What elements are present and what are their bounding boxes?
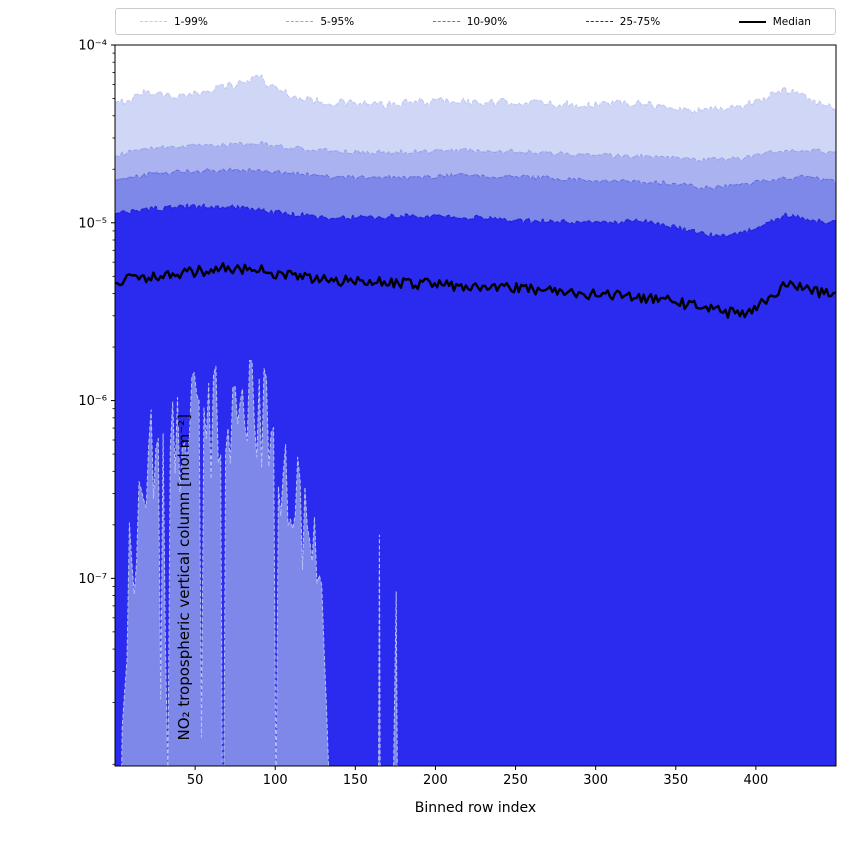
x-tick-label: 150 — [343, 773, 368, 788]
x-tick-label: 200 — [423, 773, 448, 788]
legend-item: 10-90% — [432, 15, 508, 28]
median-line — [115, 262, 836, 319]
legend-item: Median — [738, 15, 811, 28]
axes: 50 100 150 200 250 300 350 400 10⁻⁴ 10⁻⁵ 10⁻⁶ 10⁻⁷ — [78, 39, 837, 788]
legend-line-sample — [585, 21, 613, 22]
y-tick-label: 10⁻⁷ — [78, 572, 107, 587]
p90-percentile-line — [115, 167, 836, 190]
legend-item-label: 25-75% — [619, 15, 661, 28]
legend-item-label: 1-99% — [174, 15, 208, 28]
legend-item-label: 10-90% — [466, 15, 508, 28]
legend-line-sample — [286, 21, 314, 22]
p95-percentile-line — [115, 141, 836, 162]
legend-item-label: Median — [772, 15, 811, 28]
x-axis-label: Binned row index — [414, 800, 537, 816]
band-p75 — [115, 204, 836, 766]
legend-item-label: 5-95% — [320, 15, 355, 28]
p75-percentile-line — [115, 203, 836, 239]
legend-item: 1-99% — [140, 16, 208, 28]
x-tick-label: 350 — [663, 773, 688, 788]
legend-item: 5-95% — [286, 16, 354, 28]
legend: 1-99% 5-95% 10-90% 25-75% Median — [115, 8, 836, 35]
x-tick-label: 100 — [263, 773, 288, 788]
y-tick-label: 10⁻⁴ — [78, 39, 107, 54]
legend-line-sample — [432, 21, 460, 22]
legend-line-sample — [140, 21, 167, 22]
x-tick-label: 50 — [187, 773, 204, 788]
y-tick-label: 10⁻⁶ — [78, 394, 107, 409]
percentile-bands — [115, 75, 836, 766]
percentile-lines — [115, 74, 836, 766]
y-axis-label: NO₂ tropospheric vertical column [mol m⁻… — [175, 414, 194, 741]
x-tick-label: 400 — [743, 773, 768, 788]
y-tick-label: 10⁻⁵ — [78, 216, 107, 231]
p99-percentile-line — [115, 74, 836, 114]
x-tick-label: 250 — [503, 773, 528, 788]
p25-percentile-line — [121, 359, 398, 766]
legend-line-sample — [738, 20, 766, 23]
legend-item: 25-75% — [585, 15, 661, 28]
x-tick-label: 300 — [583, 773, 608, 788]
